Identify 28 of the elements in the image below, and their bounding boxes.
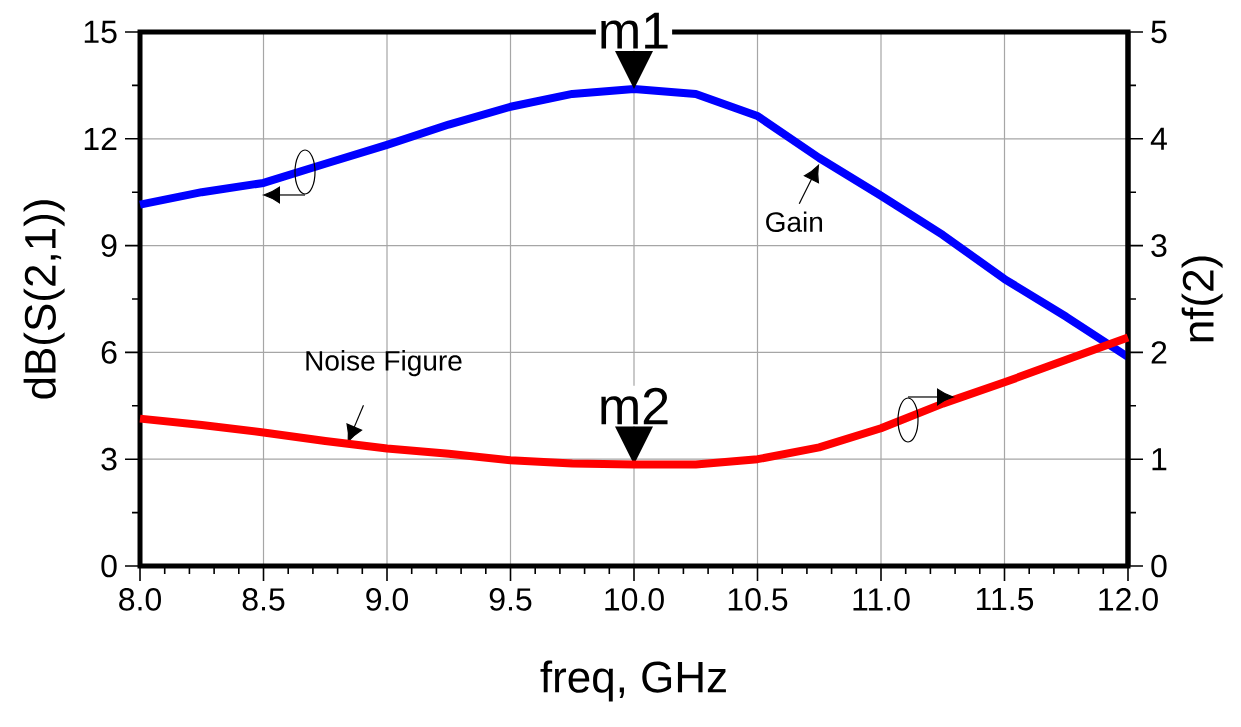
y2-tick-label: 2 [1151, 341, 1167, 364]
x-tick-label: 9.0 [366, 588, 408, 611]
y-axis-title: dB(S(2,1)) [23, 200, 65, 399]
annotation: m1 [601, 12, 668, 49]
y2-tick-label: 3 [1151, 234, 1167, 257]
y-tick-label: 0 [101, 554, 117, 578]
annotation: Noise Figure [306, 350, 462, 377]
x-axis-title: freq, GHz [540, 660, 726, 702]
x-tick-label: 11.0 [853, 588, 910, 611]
y-tick-label: 12 [84, 127, 117, 150]
x-tick-label: 12.0 [1099, 588, 1158, 611]
y2-tick-label: 5 [1151, 20, 1167, 44]
y2-axis-title: nf(2) [1181, 256, 1223, 342]
x-tick-label: 8.0 [119, 588, 161, 611]
x-tick-label: 10.0 [605, 588, 664, 611]
annotation: m2 [601, 387, 668, 425]
y2-tick-label: 0 [1151, 554, 1167, 578]
y-tick-label: 6 [101, 341, 117, 364]
x-tick-label: 9.5 [489, 588, 532, 611]
y2-tick-label: 1 [1152, 448, 1167, 471]
y2-tick-label: 4 [1150, 127, 1167, 150]
y-tick-label: 3 [101, 447, 117, 471]
y-tick-label: 9 [101, 234, 117, 257]
y-tick-label: 15 [84, 20, 117, 44]
x-tick-label: 11.5 [976, 588, 1034, 611]
annotation: Gain [766, 211, 823, 232]
x-tick-label: 10.5 [728, 588, 788, 611]
x-tick-label: 8.5 [242, 588, 285, 611]
